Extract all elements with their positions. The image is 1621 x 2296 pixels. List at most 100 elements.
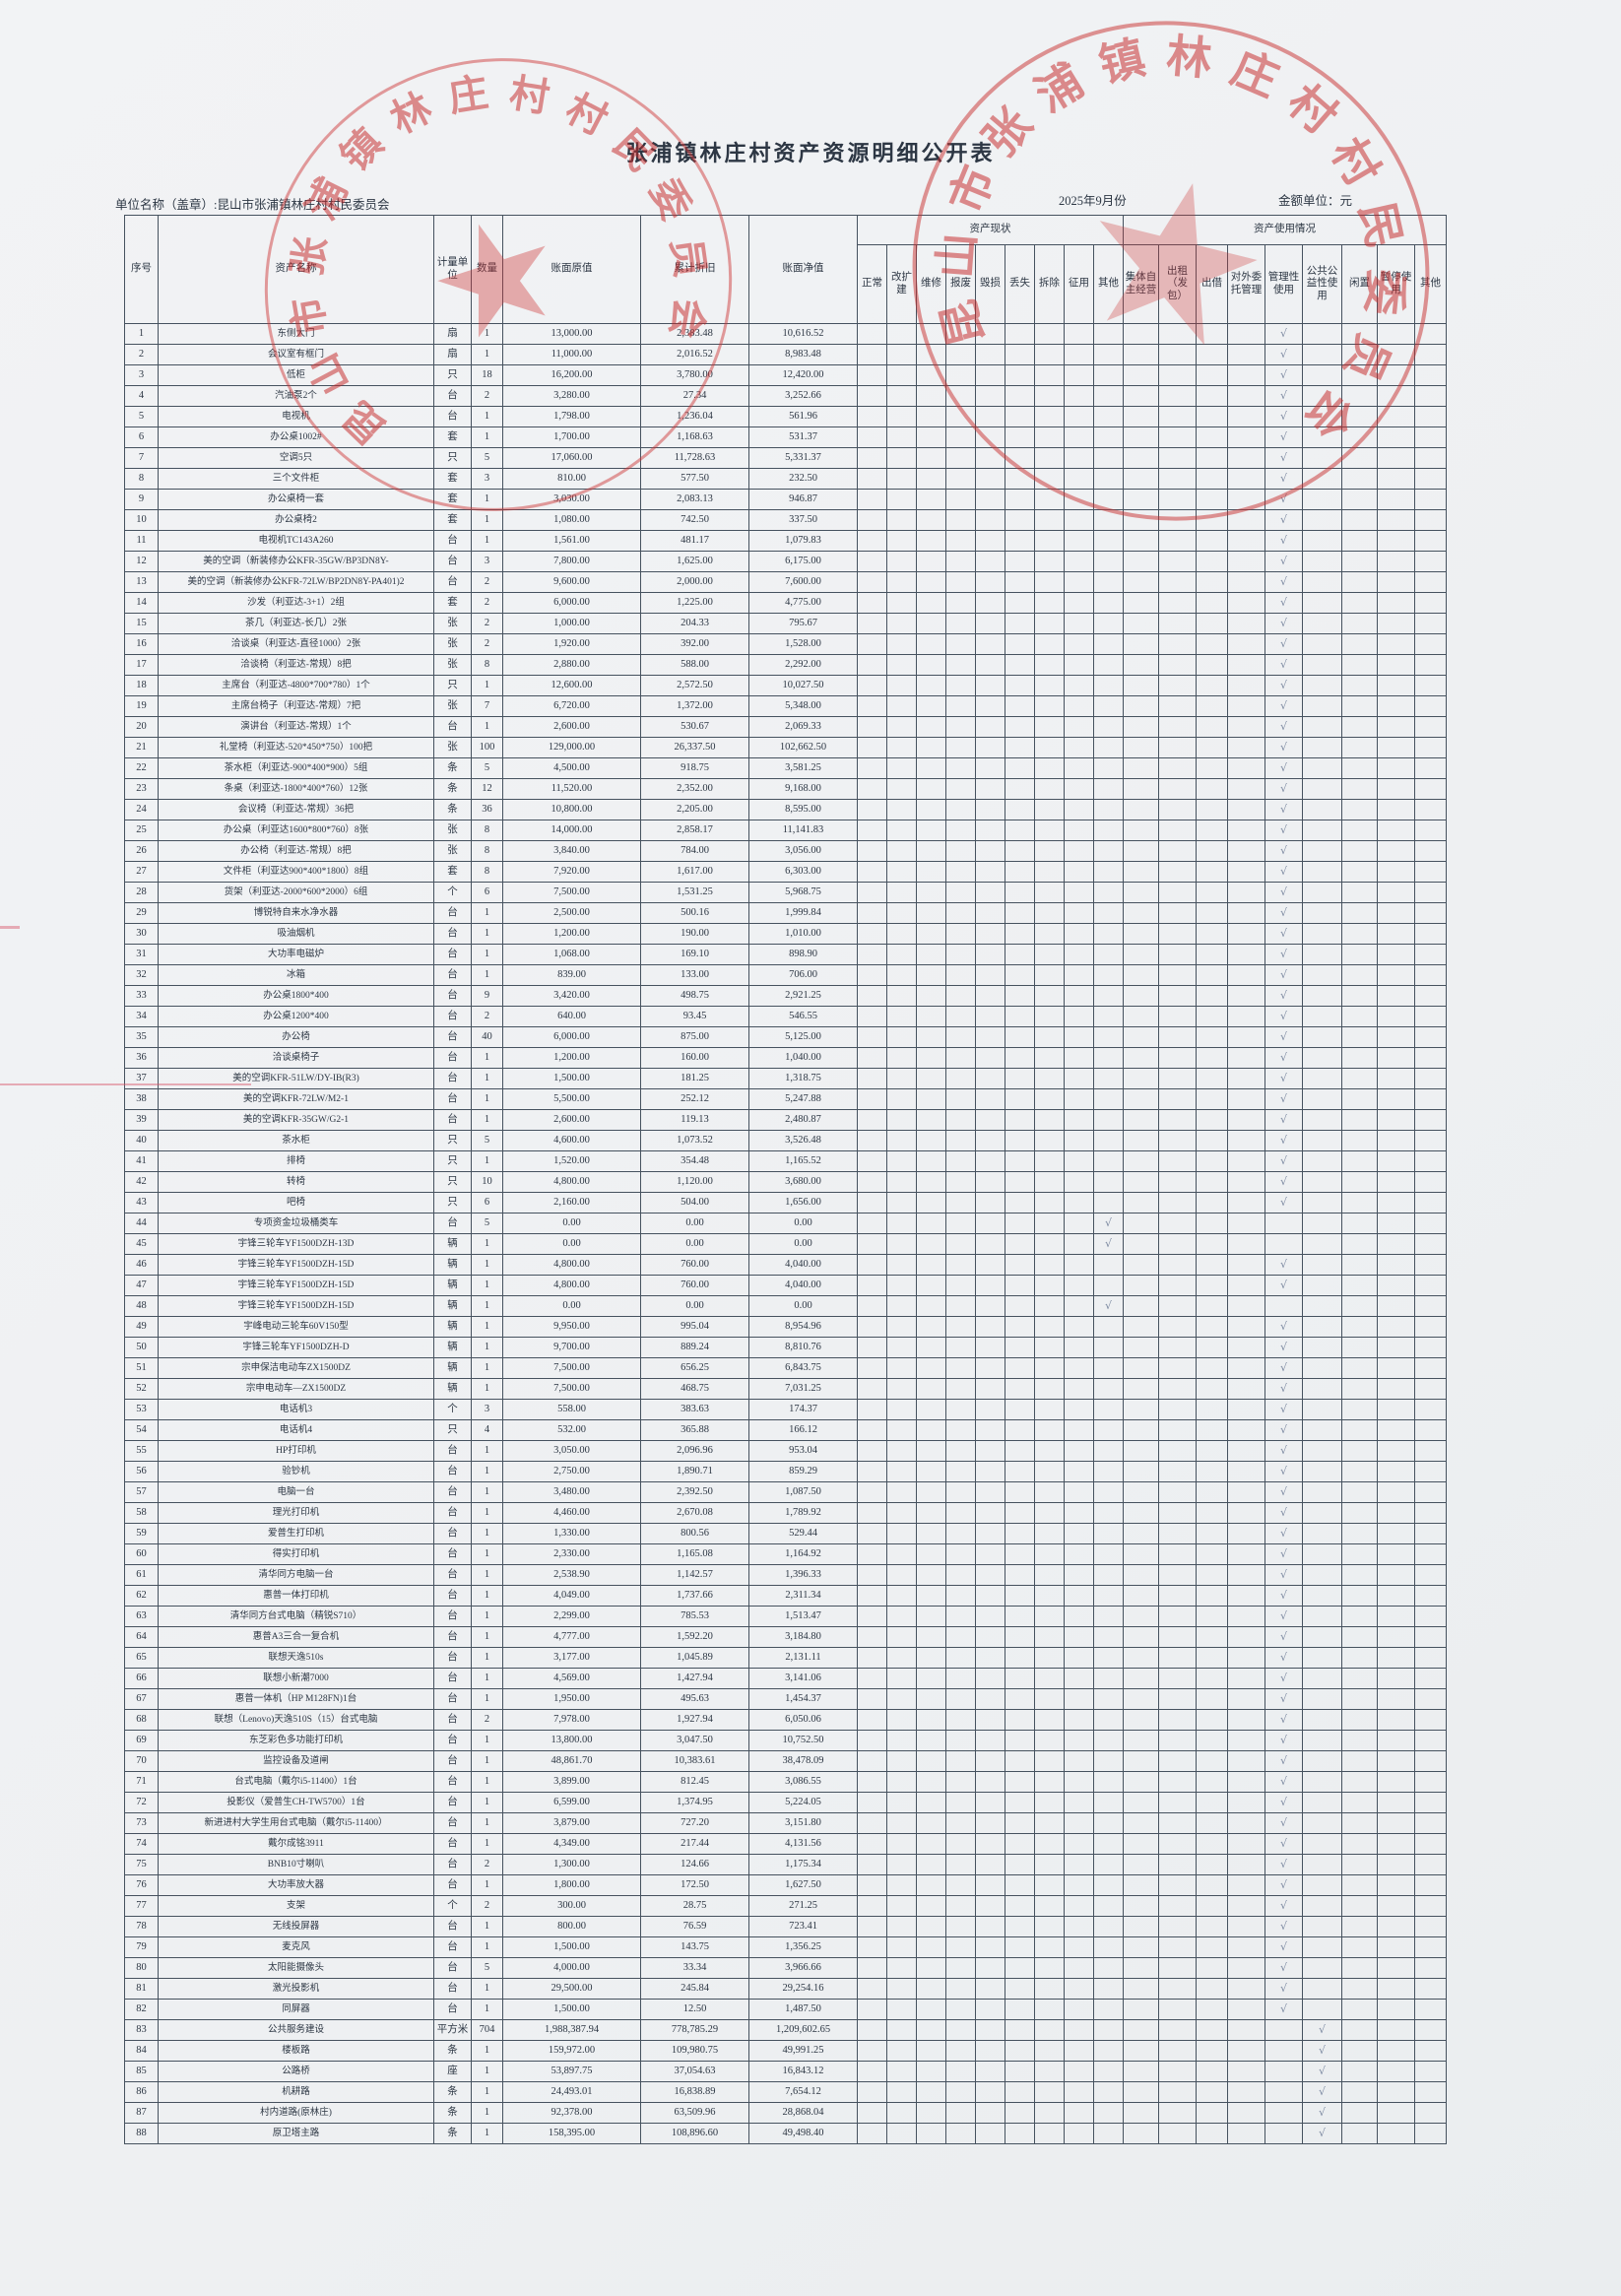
status-cell — [1064, 923, 1094, 945]
status-cell — [916, 1709, 946, 1731]
status-cell — [1005, 1316, 1035, 1338]
status-cell — [1064, 840, 1094, 862]
status-cell — [975, 675, 1005, 696]
usage-cell — [1341, 344, 1378, 365]
usage-cell — [1158, 633, 1197, 655]
usage-cell — [1158, 530, 1197, 552]
status-cell — [916, 840, 946, 862]
status-cell — [945, 1564, 976, 1586]
usage-cell — [1377, 1419, 1415, 1441]
status-cell — [916, 1481, 946, 1503]
depreciation: 2,205.00 — [640, 799, 749, 820]
usage-cell — [1196, 1171, 1228, 1193]
usage-cell — [1123, 2061, 1159, 2082]
asset-name: 麦克风 — [158, 1936, 434, 1958]
asset-name: 监控设备及道闸 — [158, 1750, 434, 1772]
status-cell — [916, 1999, 946, 2020]
usage-cell — [1341, 1150, 1378, 1172]
status-cell — [916, 1957, 946, 1979]
usage-cell — [1341, 1916, 1378, 1937]
usage-cell — [1196, 1419, 1228, 1441]
management-use-checkmark: √ — [1264, 1150, 1303, 1172]
status-cell — [886, 1606, 917, 1627]
unit: 台 — [433, 551, 472, 572]
status-cell — [1093, 2061, 1124, 2082]
status-cell — [857, 344, 887, 365]
status-cell — [1064, 1295, 1094, 1317]
quantity: 1 — [471, 1233, 503, 1255]
usage-cell — [1413, 551, 1448, 572]
management-use-checkmark: √ — [1264, 1502, 1303, 1524]
usage-cell — [1413, 1936, 1448, 1958]
quantity: 36 — [471, 799, 503, 820]
status-cell — [975, 820, 1005, 841]
status-cell — [1093, 1337, 1124, 1358]
status-cell — [886, 1026, 917, 1048]
depreciation: 169.10 — [640, 944, 749, 965]
status-cell — [886, 840, 917, 862]
status-cell — [1034, 447, 1065, 469]
usage-cell — [1196, 1109, 1228, 1131]
status-cell — [916, 468, 946, 490]
status-cell — [857, 364, 887, 386]
usage-cell — [1341, 551, 1378, 572]
original-value: 7,500.00 — [502, 1357, 641, 1379]
status-cell — [857, 1543, 887, 1565]
col-group-status: 资产现状 — [857, 215, 1124, 245]
usage-cell — [1196, 1130, 1228, 1151]
net-value: 3,526.48 — [748, 1130, 858, 1151]
status-cell — [1064, 1895, 1094, 1917]
net-value: 529.44 — [748, 1523, 858, 1544]
status-cell — [1005, 323, 1035, 345]
status-cell — [886, 323, 917, 345]
usage-cell — [1123, 1916, 1159, 1937]
asset-name: 宗申保洁电动车ZX1500DZ — [158, 1357, 434, 1379]
usage-cell — [1123, 1337, 1159, 1358]
usage-cell — [1302, 1978, 1342, 2000]
net-value: 4,040.00 — [748, 1275, 858, 1296]
usage-cell — [1302, 1109, 1342, 1131]
status-cell — [886, 820, 917, 841]
status-cell — [1064, 1523, 1094, 1544]
status-cell — [1005, 468, 1035, 490]
original-value: 1,200.00 — [502, 1047, 641, 1069]
status-cell — [1064, 530, 1094, 552]
usage-cell — [1413, 530, 1448, 552]
status-cell — [1005, 1647, 1035, 1669]
usage-cell — [1264, 2061, 1303, 2082]
net-value: 1,999.84 — [748, 902, 858, 924]
depreciation: 16,838.89 — [640, 2081, 749, 2103]
status-cell — [975, 613, 1005, 634]
usage-cell — [1341, 944, 1378, 965]
status-cell — [1064, 1461, 1094, 1482]
status-cell — [945, 1668, 976, 1689]
unit: 张 — [433, 633, 472, 655]
status-cell — [1064, 1481, 1094, 1503]
usage-cell — [1123, 1316, 1159, 1338]
usage-cell — [1341, 468, 1378, 490]
status-cell — [916, 592, 946, 614]
usage-cell — [1302, 737, 1342, 758]
original-value: 53,897.75 — [502, 2061, 641, 2082]
usage-cell — [1158, 675, 1197, 696]
original-value: 4,500.00 — [502, 757, 641, 779]
status-cell — [1005, 1295, 1035, 1317]
usage-cell — [1158, 468, 1197, 490]
table-row: 2 会议室有框门扇 1 11,000.00 2,016.52 8,983.48 √ — [124, 344, 1448, 365]
status-cell — [857, 1730, 887, 1751]
quantity: 1 — [471, 1999, 503, 2020]
col-status-报废: 报废 — [945, 244, 976, 324]
unit: 台 — [433, 1109, 472, 1131]
usage-cell — [1196, 509, 1228, 531]
status-cell — [975, 406, 1005, 427]
row-seq: 40 — [124, 1130, 159, 1151]
management-use-checkmark: √ — [1264, 1792, 1303, 1813]
net-value: 7,654.12 — [748, 2081, 858, 2103]
status-cell — [916, 1006, 946, 1027]
usage-cell — [1302, 1874, 1342, 1896]
table-row: 66 联想小新潮7000 台 1 4,569.00 1,427.94 3,141.06 √ — [124, 1668, 1448, 1689]
usage-cell — [1123, 1357, 1159, 1379]
row-seq: 57 — [124, 1481, 159, 1503]
status-cell — [857, 1419, 887, 1441]
usage-cell — [1227, 1895, 1265, 1917]
